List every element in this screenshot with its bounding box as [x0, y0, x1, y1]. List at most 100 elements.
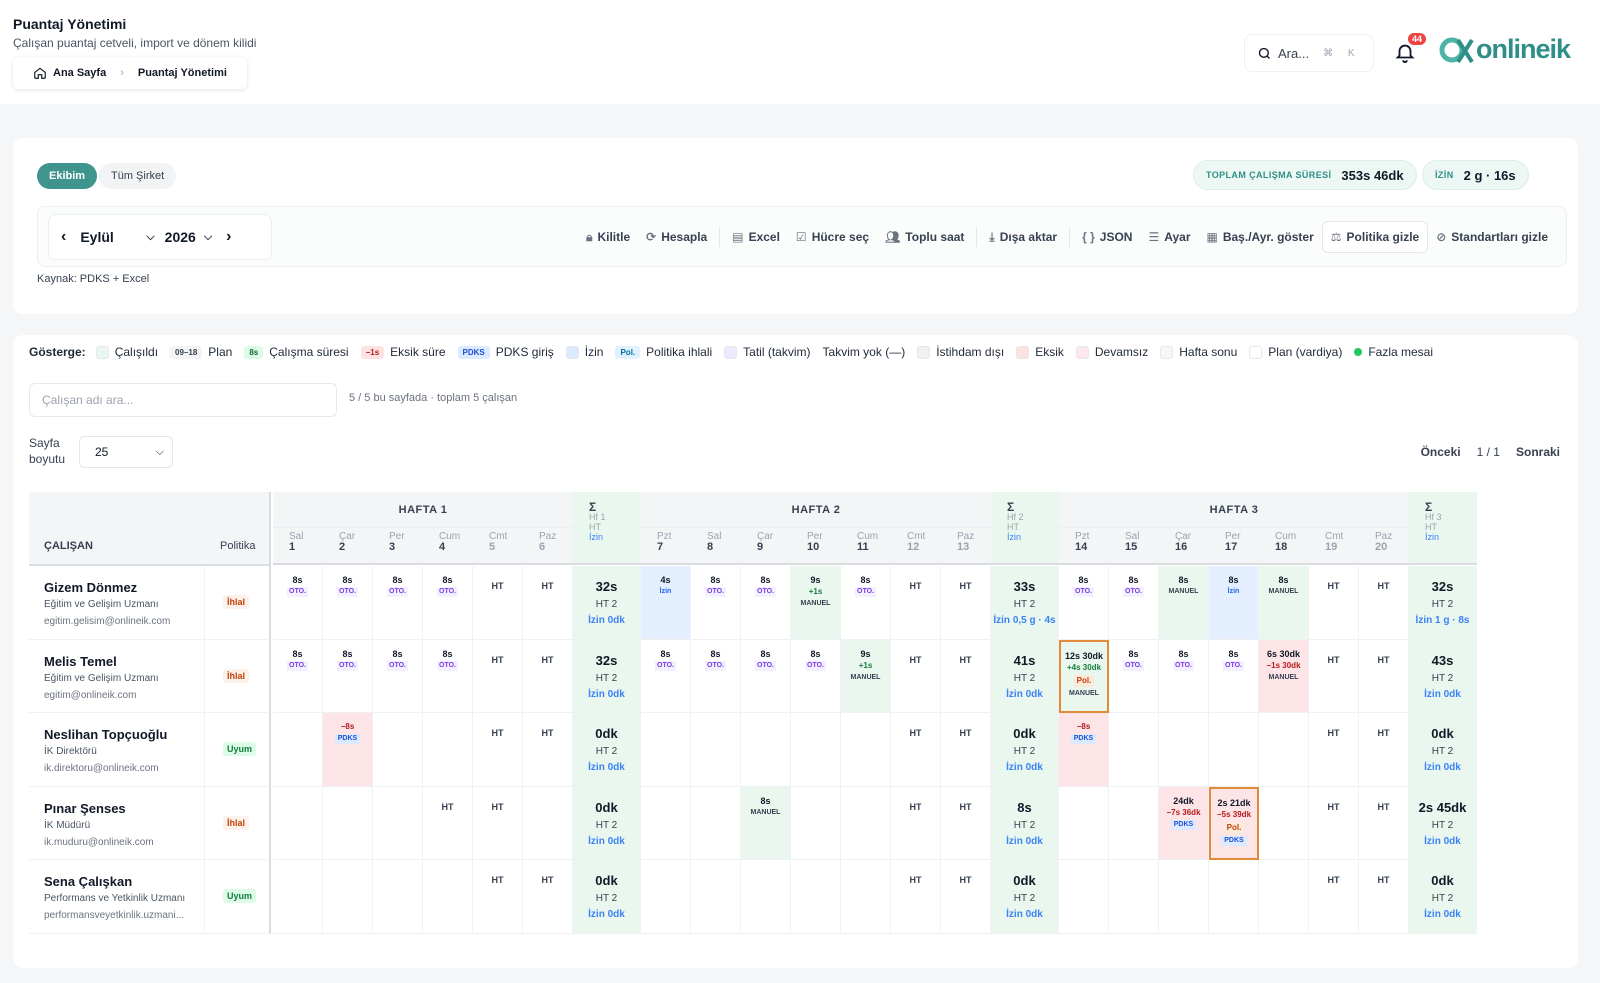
day-cell[interactable]: 8s OTO.: [741, 566, 791, 640]
employee-name[interactable]: Gizem Dönmez: [44, 580, 138, 595]
day-cell[interactable]: [691, 713, 741, 787]
chevron-down-icon[interactable]: ⌵: [203, 230, 213, 243]
next-month-button[interactable]: ›: [226, 228, 232, 245]
toolbar-action-7[interactable]: ☰ Ayar: [1140, 221, 1198, 253]
day-cell[interactable]: HT: [473, 860, 523, 934]
toolbar-action-9[interactable]: ⚖︎ Politika gizle: [1321, 221, 1429, 253]
toolbar-action-0[interactable]: 🔒︎ Kilitle: [578, 221, 638, 253]
day-cell[interactable]: HT: [423, 786, 473, 860]
breadcrumb-home[interactable]: Ana Sayfa: [53, 67, 107, 79]
day-cell[interactable]: [1109, 786, 1159, 860]
employee-name[interactable]: Pınar Şenses: [44, 800, 126, 816]
day-cell[interactable]: HT: [891, 639, 941, 713]
employee-name[interactable]: Sena Çalışkan: [44, 874, 133, 889]
toolbar-action-6[interactable]: { } JSON: [1074, 221, 1140, 253]
day-cell[interactable]: 8s OTO.: [1159, 639, 1209, 713]
day-cell[interactable]: [273, 860, 323, 934]
day-cell[interactable]: [641, 713, 691, 787]
day-cell[interactable]: 8s OTO.: [323, 566, 373, 640]
global-search[interactable]: Ara... ⌘ K: [1244, 34, 1374, 72]
toolbar-action-1[interactable]: ⟳ Hesapla: [638, 221, 715, 253]
toolbar-action-4[interactable]: 👥︎ Toplu saat: [877, 221, 972, 253]
day-cell[interactable]: HT: [941, 860, 991, 934]
day-cell[interactable]: HT: [1359, 860, 1409, 934]
day-cell[interactable]: HT: [891, 786, 941, 860]
day-cell[interactable]: [841, 786, 891, 860]
day-cell[interactable]: 8s OTO.: [273, 639, 323, 713]
month-select[interactable]: Eylül: [80, 229, 114, 245]
prev-page-button[interactable]: Önceki: [1420, 445, 1461, 459]
day-cell[interactable]: HT: [523, 639, 573, 713]
day-cell[interactable]: HT: [473, 713, 523, 787]
day-cell[interactable]: [691, 860, 741, 934]
day-cell[interactable]: HT: [1309, 639, 1359, 713]
day-cell[interactable]: [1259, 713, 1309, 787]
day-cell[interactable]: [423, 860, 473, 934]
day-cell[interactable]: −8s PDKS: [323, 713, 373, 787]
day-cell[interactable]: 8s İzin: [1209, 566, 1259, 640]
day-cell[interactable]: HT: [941, 639, 991, 713]
next-page-button[interactable]: Sonraki: [1515, 445, 1560, 459]
day-cell[interactable]: [641, 786, 691, 860]
day-cell[interactable]: 12s 30dk +4s 30dk Pol. MANUEL: [1059, 639, 1109, 713]
day-cell[interactable]: [323, 860, 373, 934]
day-cell[interactable]: 8s OTO.: [1109, 639, 1159, 713]
day-cell[interactable]: [1209, 713, 1259, 787]
day-cell[interactable]: HT: [1359, 786, 1409, 860]
day-cell[interactable]: [523, 786, 573, 860]
day-cell[interactable]: HT: [941, 786, 991, 860]
day-cell[interactable]: 8s OTO.: [741, 639, 791, 713]
day-cell[interactable]: [323, 786, 373, 860]
day-cell[interactable]: [1159, 860, 1209, 934]
day-cell[interactable]: [1059, 786, 1109, 860]
day-cell[interactable]: 8s MANUEL: [1259, 566, 1309, 640]
day-cell[interactable]: [791, 786, 841, 860]
day-cell[interactable]: HT: [473, 639, 523, 713]
tab-whole-company[interactable]: Tüm Şirket: [99, 163, 177, 189]
day-cell[interactable]: 4s İzin: [641, 566, 691, 640]
day-cell[interactable]: HT: [891, 713, 941, 787]
day-cell[interactable]: [373, 713, 423, 787]
day-cell[interactable]: 9s +1s MANUEL: [791, 566, 841, 640]
day-cell[interactable]: HT: [941, 713, 991, 787]
day-cell[interactable]: [423, 713, 473, 787]
day-cell[interactable]: [1259, 860, 1309, 934]
day-cell[interactable]: 8s OTO.: [423, 639, 473, 713]
day-cell[interactable]: 8s OTO.: [841, 566, 891, 640]
day-cell[interactable]: 8s OTO.: [273, 566, 323, 640]
day-cell[interactable]: 2s 21dk −5s 39dk Pol. PDKS: [1209, 786, 1259, 860]
toolbar-action-2[interactable]: ▤ Excel: [724, 221, 788, 253]
day-cell[interactable]: [741, 713, 791, 787]
day-cell[interactable]: [273, 713, 323, 787]
day-cell[interactable]: 8s OTO.: [1209, 639, 1259, 713]
day-cell[interactable]: 8s MANUEL: [741, 786, 791, 860]
day-cell[interactable]: [791, 860, 841, 934]
day-cell[interactable]: 24dk −7s 36dk PDKS: [1159, 786, 1209, 860]
day-cell[interactable]: HT: [1359, 713, 1409, 787]
tab-my-team[interactable]: Ekibim: [37, 163, 98, 189]
chevron-down-icon[interactable]: ⌵: [146, 230, 155, 243]
day-cell[interactable]: [1109, 860, 1159, 934]
employee-search-input[interactable]: Çalışan adı ara...: [29, 383, 337, 417]
day-cell[interactable]: HT: [891, 566, 941, 640]
day-cell[interactable]: −8s PDKS: [1059, 713, 1109, 787]
day-cell[interactable]: [641, 860, 691, 934]
toolbar-action-5[interactable]: ⤓ Dışa aktar: [981, 221, 1065, 253]
day-cell[interactable]: 8s OTO.: [323, 639, 373, 713]
toolbar-action-8[interactable]: ▦ Baş./Ayr. göster: [1199, 221, 1322, 253]
day-cell[interactable]: 8s OTO.: [641, 639, 691, 713]
employee-name[interactable]: Neslihan Topçuoğlu: [44, 727, 168, 742]
toolbar-action-3[interactable]: ☑ Hücre seç: [788, 221, 877, 253]
day-cell[interactable]: HT: [523, 566, 573, 640]
day-cell[interactable]: [273, 786, 323, 860]
day-cell[interactable]: 8s OTO.: [423, 566, 473, 640]
day-cell[interactable]: 6s 30dk −1s 30dk MANUEL: [1259, 639, 1309, 713]
day-cell[interactable]: [841, 860, 891, 934]
page-size-select[interactable]: 25 ⌵: [79, 436, 173, 468]
day-cell[interactable]: HT: [1309, 786, 1359, 860]
day-cell[interactable]: [1209, 860, 1259, 934]
day-cell[interactable]: [841, 713, 891, 787]
day-cell[interactable]: [1159, 713, 1209, 787]
day-cell[interactable]: [373, 786, 423, 860]
day-cell[interactable]: [373, 860, 423, 934]
